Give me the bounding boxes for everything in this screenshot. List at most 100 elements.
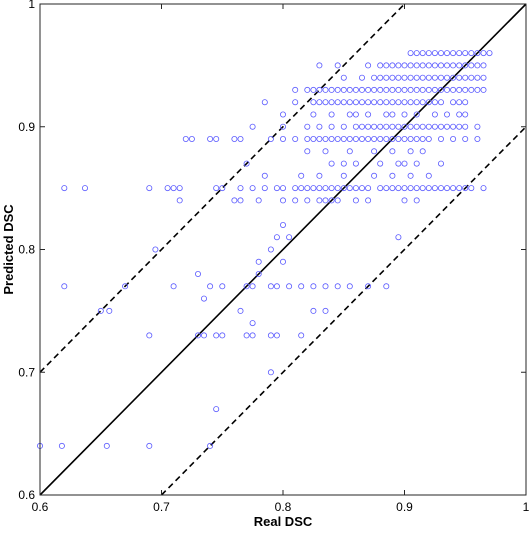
data-point bbox=[267, 246, 274, 253]
data-point bbox=[462, 185, 469, 192]
data-point bbox=[188, 135, 195, 142]
data-point bbox=[286, 283, 293, 290]
data-point bbox=[346, 99, 353, 106]
data-point bbox=[58, 442, 65, 449]
data-point bbox=[237, 135, 244, 142]
data-point bbox=[456, 185, 463, 192]
dashed-reference-line bbox=[160, 126, 527, 496]
data-point bbox=[334, 62, 341, 69]
data-point bbox=[395, 135, 402, 142]
data-point bbox=[462, 111, 469, 118]
data-point bbox=[207, 135, 214, 142]
data-point bbox=[468, 50, 475, 57]
data-point bbox=[365, 62, 372, 69]
data-point bbox=[310, 283, 317, 290]
x-axis-title: Real DSC bbox=[254, 514, 313, 529]
data-point bbox=[304, 185, 311, 192]
data-point bbox=[273, 234, 280, 241]
data-point bbox=[450, 50, 457, 57]
data-point bbox=[468, 74, 475, 81]
data-point bbox=[194, 270, 201, 277]
y-tick-label: 0.8 bbox=[18, 243, 35, 257]
data-point bbox=[437, 135, 444, 142]
data-point bbox=[249, 185, 256, 192]
x-tick-label: 0.9 bbox=[396, 500, 413, 514]
dashed-reference-line bbox=[39, 3, 406, 373]
data-point bbox=[304, 123, 311, 130]
data-point bbox=[377, 160, 384, 167]
data-point bbox=[231, 197, 238, 204]
data-point bbox=[413, 74, 420, 81]
data-point bbox=[401, 185, 408, 192]
data-point bbox=[425, 99, 432, 106]
data-point bbox=[419, 123, 426, 130]
data-point bbox=[413, 123, 420, 130]
data-point bbox=[389, 148, 396, 155]
data-point bbox=[443, 185, 450, 192]
data-point bbox=[273, 283, 280, 290]
data-point bbox=[425, 50, 432, 57]
data-point bbox=[249, 320, 256, 327]
data-point bbox=[261, 172, 268, 179]
data-point bbox=[371, 74, 378, 81]
data-point bbox=[146, 442, 153, 449]
data-point bbox=[395, 86, 402, 93]
data-point bbox=[395, 234, 402, 241]
data-point bbox=[419, 99, 426, 106]
data-point bbox=[243, 160, 250, 167]
data-point bbox=[401, 74, 408, 81]
data-point bbox=[407, 50, 414, 57]
data-point bbox=[437, 50, 444, 57]
data-point bbox=[389, 62, 396, 69]
data-point bbox=[401, 62, 408, 69]
data-point bbox=[334, 135, 341, 142]
data-point bbox=[474, 135, 481, 142]
data-point bbox=[401, 111, 408, 118]
data-point bbox=[231, 135, 238, 142]
data-point bbox=[292, 197, 299, 204]
data-point bbox=[286, 234, 293, 241]
data-point bbox=[425, 62, 432, 69]
data-point bbox=[316, 123, 323, 130]
data-point bbox=[298, 185, 305, 192]
data-point bbox=[328, 123, 335, 130]
data-point bbox=[395, 123, 402, 130]
data-point bbox=[450, 99, 457, 106]
data-point bbox=[377, 62, 384, 69]
data-point bbox=[304, 135, 311, 142]
data-point bbox=[255, 197, 262, 204]
data-point bbox=[243, 283, 250, 290]
data-point bbox=[346, 148, 353, 155]
data-point bbox=[170, 283, 177, 290]
data-point bbox=[377, 185, 384, 192]
data-point bbox=[146, 332, 153, 339]
data-point bbox=[328, 197, 335, 204]
data-point bbox=[431, 74, 438, 81]
data-point bbox=[371, 99, 378, 106]
data-point bbox=[431, 123, 438, 130]
data-point bbox=[413, 111, 420, 118]
data-point bbox=[316, 197, 323, 204]
data-point bbox=[106, 307, 113, 314]
data-point bbox=[407, 123, 414, 130]
data-point bbox=[237, 307, 244, 314]
data-point bbox=[146, 185, 153, 192]
data-point bbox=[407, 99, 414, 106]
data-point bbox=[322, 185, 329, 192]
data-point bbox=[450, 123, 457, 130]
data-point bbox=[334, 185, 341, 192]
data-point bbox=[267, 369, 274, 376]
data-point bbox=[377, 99, 384, 106]
data-point bbox=[340, 160, 347, 167]
data-point bbox=[358, 86, 365, 93]
data-point bbox=[431, 86, 438, 93]
data-point bbox=[395, 74, 402, 81]
data-point bbox=[340, 172, 347, 179]
data-point bbox=[292, 135, 299, 142]
data-point bbox=[164, 185, 171, 192]
data-point bbox=[407, 135, 414, 142]
data-point bbox=[273, 332, 280, 339]
data-point bbox=[97, 307, 104, 314]
data-point bbox=[389, 172, 396, 179]
data-point bbox=[310, 185, 317, 192]
